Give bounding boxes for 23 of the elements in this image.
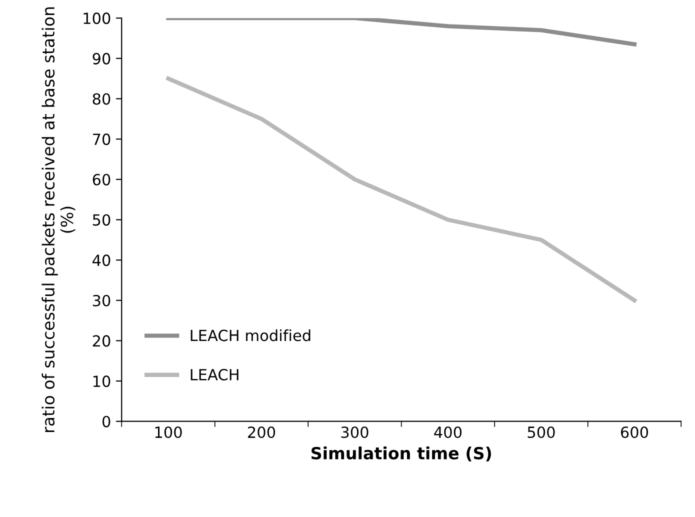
y-tick-label: 60 [92,174,110,186]
x-axis-title: Simulation time (S) [312,446,491,462]
line-series [166,18,637,46]
y-tick-label: 10 [93,375,110,388]
x-tick-label: 200 [248,426,276,438]
x-tick-label: 300 [341,426,368,438]
x-tick-label: 400 [434,426,462,438]
y-tick-label: 40 [92,254,110,266]
y-tick-label: 30 [92,294,110,306]
y-tick-label: 80 [92,93,110,105]
legend-label: LEACH [190,368,238,380]
x-tick-label: 500 [528,426,555,438]
y-tick-label: 70 [93,134,110,146]
y-tick-label: 100 [84,12,110,24]
x-tick-label: 100 [155,426,182,438]
y-tick-label: 0 [102,416,110,428]
legend-label: LEACH modified [190,329,310,342]
line-series [166,76,637,302]
y-tick-label: 20 [92,335,110,347]
y-tick-label: 50 [92,214,110,226]
x-tick-label: 600 [620,426,648,438]
y-axis-title: ratio of successful packets received at base station (%) [42,7,76,432]
y-tick-label: 90 [92,52,110,64]
